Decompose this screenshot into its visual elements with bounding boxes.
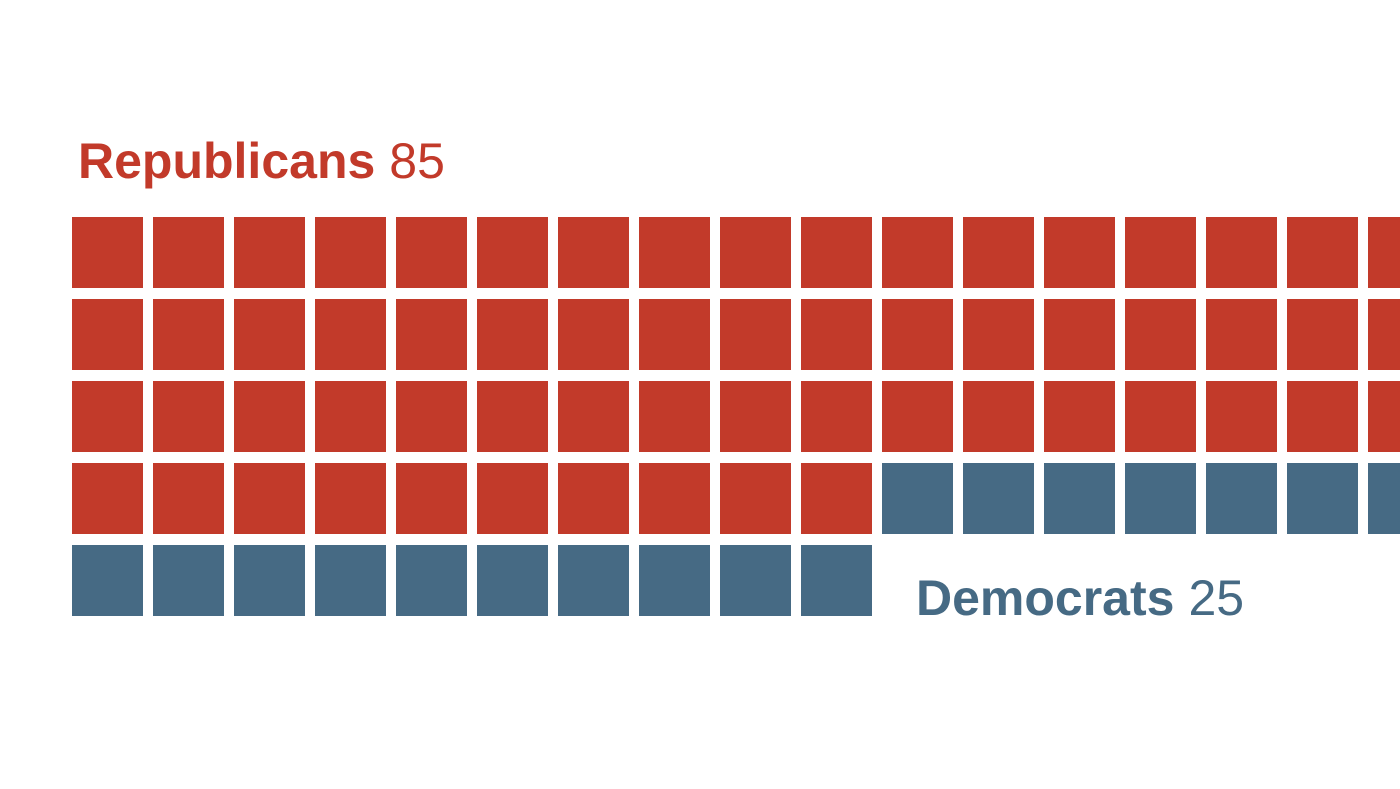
waffle-cell [153,217,224,288]
waffle-cell [1368,381,1400,452]
waffle-cell [801,217,872,288]
waffle-cell [477,463,548,534]
waffle-cell [558,217,629,288]
waffle-cell [882,217,953,288]
waffle-cell [234,463,305,534]
waffle-cell [1368,217,1400,288]
waffle-cell [72,217,143,288]
waffle-cell [153,299,224,370]
waffle-cell [234,545,305,616]
waffle-cell [801,381,872,452]
series-name: Republicans [78,133,375,189]
series-name: Democrats [916,570,1174,626]
waffle-cell [396,381,467,452]
waffle-cell [315,217,386,288]
waffle-cell [1044,381,1115,452]
waffle-cell [315,381,386,452]
waffle-cell [396,217,467,288]
waffle-cell [720,217,791,288]
waffle-cell [1125,217,1196,288]
waffle-cell [1287,381,1358,452]
waffle-cell [315,463,386,534]
waffle-cell [72,545,143,616]
waffle-cell [720,545,791,616]
waffle-cell [801,545,872,616]
waffle-cell [639,299,710,370]
waffle-cell [72,381,143,452]
waffle-cell [1287,299,1358,370]
waffle-cell [1125,381,1196,452]
waffle-cell [558,299,629,370]
waffle-cell [1368,299,1400,370]
waffle-cell [639,545,710,616]
waffle-cell [234,381,305,452]
waffle-cell [639,381,710,452]
waffle-cell [639,463,710,534]
waffle-cell [72,299,143,370]
waffle-cell [396,545,467,616]
waffle-cell [1044,299,1115,370]
waffle-cell [1206,463,1277,534]
waffle-cell [720,463,791,534]
waffle-cell [153,463,224,534]
waffle-cell [963,381,1034,452]
waffle-cell [396,299,467,370]
waffle-cell [882,381,953,452]
waffle-cell [1125,299,1196,370]
waffle-cell [963,299,1034,370]
waffle-cell [315,299,386,370]
waffle-cell [558,381,629,452]
waffle-cell [1206,299,1277,370]
waffle-cell [477,299,548,370]
waffle-cell [477,381,548,452]
waffle-cell [963,463,1034,534]
waffle-cell [963,217,1034,288]
waffle-cell [234,299,305,370]
waffle-cell [396,463,467,534]
waffle-cell [1044,217,1115,288]
waffle-cell [801,463,872,534]
waffle-cell [1287,463,1358,534]
waffle-cell [153,545,224,616]
waffle-cell [1287,217,1358,288]
waffle-cell [1206,217,1277,288]
waffle-cell [234,217,305,288]
waffle-cell [558,545,629,616]
waffle-cell [1044,463,1115,534]
waffle-cell [477,545,548,616]
waffle-cell [315,545,386,616]
waffle-cell [882,463,953,534]
waffle-cell [720,381,791,452]
waffle-cell [72,463,143,534]
legend-label: Democrats 25 [916,570,1244,626]
waffle-cell [558,463,629,534]
waffle-cell [1125,463,1196,534]
waffle-cell [801,299,872,370]
waffle-cell [720,299,791,370]
waffle-cell [639,217,710,288]
series-value: 25 [1188,570,1244,626]
waffle-cell [1368,463,1400,534]
waffle-cell [477,217,548,288]
series-value: 85 [389,133,445,189]
legend-label: Republicans 85 [78,133,445,189]
waffle-cell [153,381,224,452]
waffle-cell [1206,381,1277,452]
waffle-cell [882,299,953,370]
